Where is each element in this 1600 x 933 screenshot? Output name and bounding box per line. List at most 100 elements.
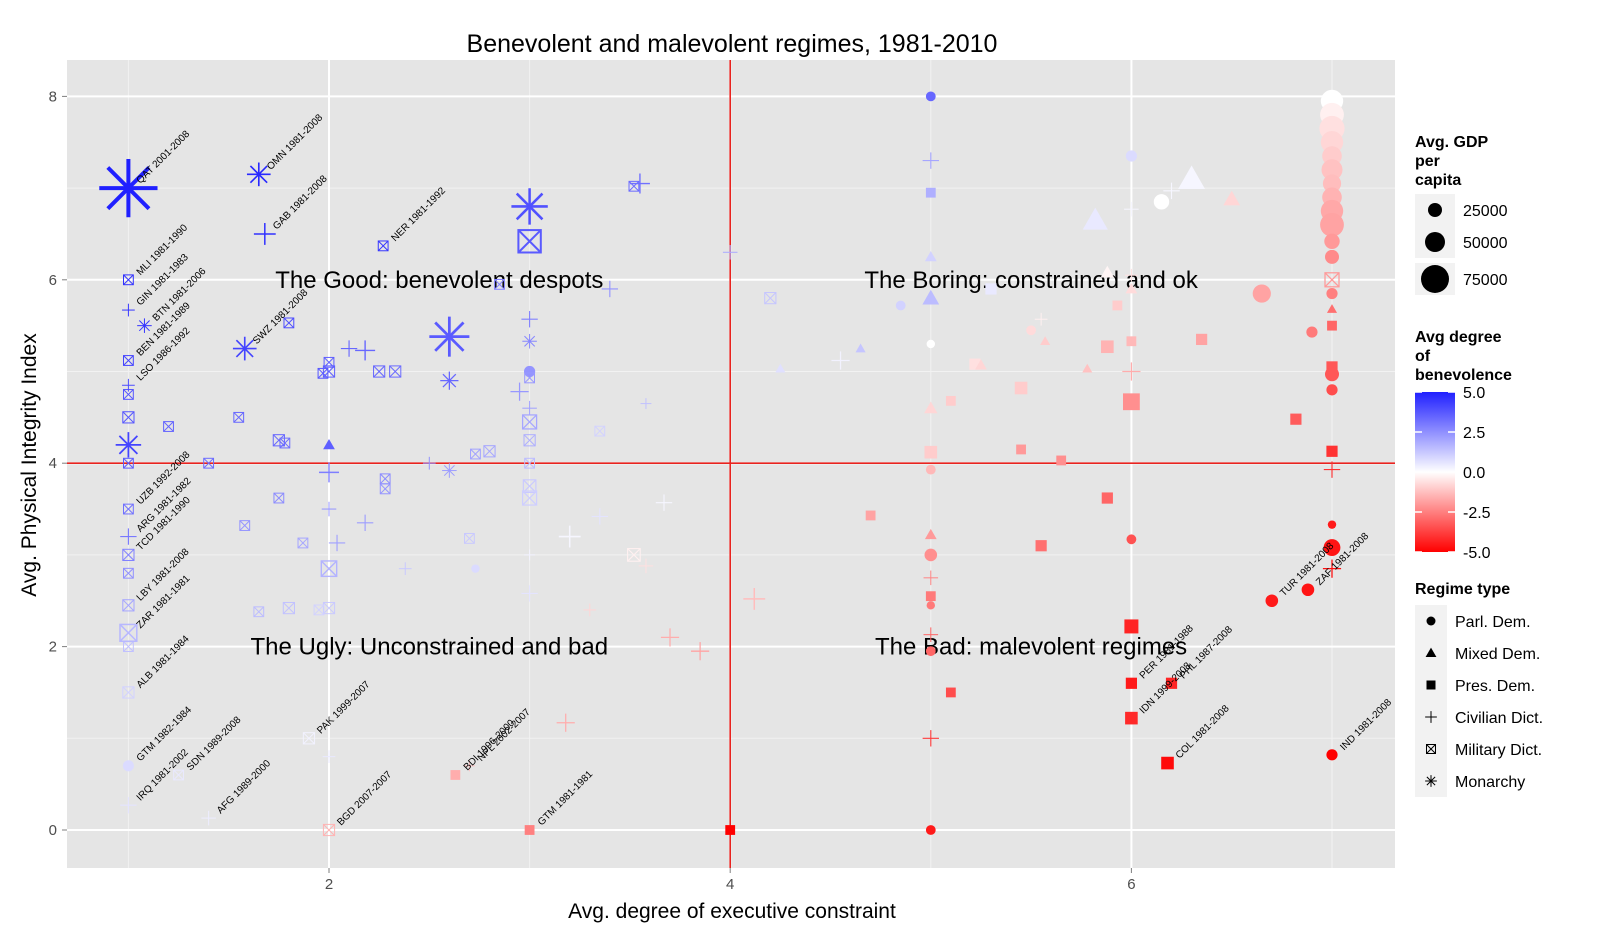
marker-box-cross-2	[522, 414, 538, 430]
data-point	[239, 520, 251, 531]
data-point	[273, 492, 285, 504]
x-axis-label: Avg. degree of executive constraint	[568, 900, 896, 923]
data-point	[322, 823, 336, 837]
marker-asterisk-arm	[442, 373, 457, 388]
size-legend-label: 25000	[1463, 203, 1508, 220]
marker-box-cross-2	[320, 560, 338, 577]
marker-box	[122, 599, 135, 612]
data-point	[925, 825, 936, 835]
marker-circle	[1153, 194, 1170, 210]
marker-circle	[122, 760, 134, 772]
data-point	[925, 591, 936, 602]
data-point	[379, 483, 391, 495]
data-point	[321, 501, 337, 517]
marker-square	[1056, 455, 1067, 466]
shape-legend-marker	[1425, 775, 1437, 787]
marker-box-cross-2	[122, 548, 135, 561]
shape-legend-label: Mixed Dem.	[1455, 646, 1540, 663]
marker-box	[470, 448, 481, 460]
marker-square	[1125, 711, 1138, 725]
marker-box	[123, 274, 134, 286]
data-point	[521, 585, 538, 602]
data-point	[471, 564, 480, 573]
data-point	[594, 425, 606, 437]
data-point	[638, 558, 654, 574]
marker-circle	[1306, 326, 1318, 338]
shape-legend-title: Regime type	[1415, 581, 1510, 598]
data-point	[1321, 159, 1343, 181]
marker-triangle	[1100, 265, 1115, 278]
marker-circle	[925, 91, 936, 102]
marker-circle	[1325, 249, 1339, 264]
x-tick-label: 2	[325, 876, 333, 893]
data-point	[373, 365, 386, 378]
marker-box	[123, 567, 134, 579]
data-point	[1323, 539, 1341, 556]
marker-circle	[1301, 583, 1315, 597]
marker-box	[517, 229, 542, 254]
data-point	[865, 510, 876, 521]
data-point	[279, 437, 291, 449]
data-point	[163, 421, 174, 432]
data-point	[591, 508, 608, 525]
data-point	[302, 732, 316, 745]
marker-box	[522, 479, 537, 493]
shape-legend-label: Monarchy	[1455, 774, 1525, 791]
marker-circle	[1326, 287, 1338, 300]
data-point	[1124, 201, 1139, 217]
marker-box-cross-2	[323, 365, 335, 378]
data-point	[1265, 594, 1279, 608]
marker-box-cross-2	[524, 457, 535, 469]
marker-box	[483, 445, 496, 458]
data-point	[253, 223, 276, 245]
marker-square	[1014, 381, 1028, 395]
data-point	[831, 351, 850, 370]
data-point	[1326, 445, 1338, 457]
data-point	[1322, 174, 1342, 193]
marker-box	[1324, 272, 1340, 288]
data-point	[1126, 534, 1137, 545]
marker-box	[297, 537, 309, 549]
marker-box	[389, 365, 402, 378]
quadrant-label: The Boring: constrained and ok	[864, 267, 1199, 294]
shape-legend-marker	[1426, 744, 1436, 754]
marker-circle	[926, 339, 935, 349]
marker-box-cross-2	[470, 448, 481, 460]
color-legend-label: 5.0	[1463, 385, 1485, 402]
data-point	[522, 400, 537, 416]
shape-legend-label: Parl. Dem.	[1455, 614, 1531, 631]
data-point	[1082, 363, 1093, 373]
marker-square	[1290, 413, 1302, 425]
marker-box-cross-2	[522, 490, 538, 506]
data-point	[1306, 326, 1318, 338]
data-point	[521, 311, 538, 328]
marker-box	[123, 457, 134, 469]
data-point	[521, 414, 538, 430]
shape-legend-label: Military Dict.	[1455, 742, 1542, 759]
marker-circle	[1320, 131, 1344, 154]
data-point	[440, 371, 459, 390]
data-point	[398, 562, 412, 576]
marker-asterisk-arm	[106, 166, 151, 211]
marker-box	[123, 355, 134, 366]
marker-triangle	[1223, 190, 1241, 206]
data-point	[895, 300, 906, 311]
marker-box-cross-2	[464, 533, 475, 544]
marker-box-cross-2	[233, 412, 244, 423]
marker-box	[628, 180, 640, 192]
marker-box-cross-2	[377, 240, 389, 252]
marker-box-cross-2	[522, 479, 537, 493]
marker-box-cross-2	[323, 602, 335, 615]
marker-box	[203, 457, 215, 469]
data-point	[122, 378, 135, 392]
data-point	[1035, 540, 1047, 552]
marker-box-cross-2	[282, 602, 295, 615]
data-point	[524, 365, 536, 378]
marker-circle	[926, 601, 935, 610]
marker-box	[1426, 744, 1436, 754]
marker-box-cross-2	[123, 641, 134, 652]
data-point	[523, 434, 536, 447]
marker-box-cross-2	[123, 457, 134, 469]
marker-box	[494, 278, 505, 290]
data-point	[923, 570, 939, 586]
